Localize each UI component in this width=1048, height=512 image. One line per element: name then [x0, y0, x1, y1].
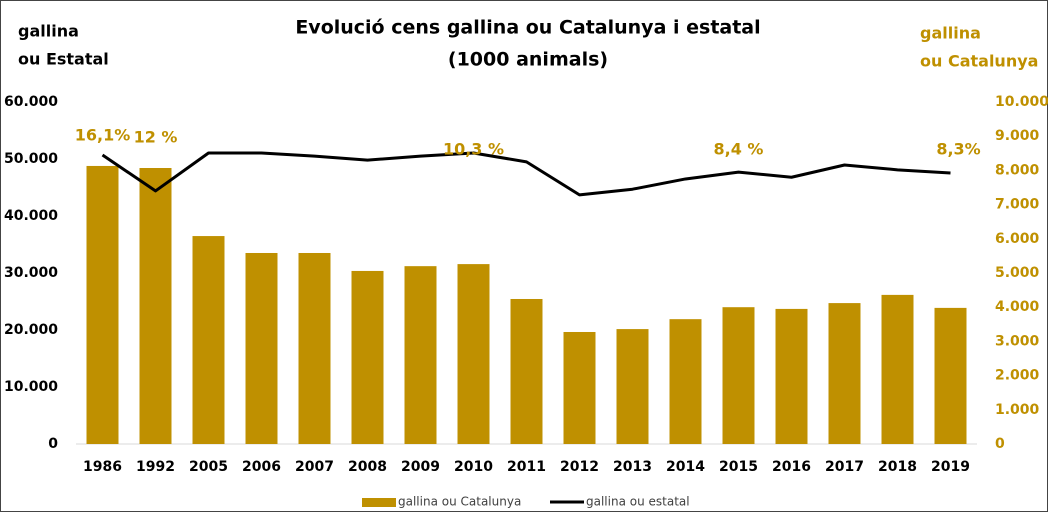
bar: [86, 165, 119, 445]
bar: [775, 308, 808, 444]
bar: [722, 307, 755, 444]
y-tick-label: 60.000: [4, 94, 58, 110]
y2-tick-label: 0: [995, 436, 1005, 452]
bar: [298, 252, 331, 444]
bar: [139, 168, 172, 445]
x-tick-label: 2005: [189, 459, 228, 475]
y-tick-label: 50.000: [4, 151, 58, 167]
bar: [669, 319, 702, 444]
x-tick-label: 2019: [931, 459, 970, 475]
y2-tick-label: 1.000: [995, 402, 1040, 418]
y2-axis-label: ou Catalunya: [920, 52, 1038, 71]
x-tick-label: 2016: [772, 459, 811, 475]
annotation: 16,1%: [75, 125, 131, 144]
y2-tick-label: 7.000: [995, 197, 1040, 213]
y2-tick-label: 2.000: [995, 368, 1040, 384]
legend-label: gallina ou estatal: [586, 495, 690, 509]
bar: [881, 294, 914, 444]
x-tick-label: 2018: [878, 459, 917, 475]
y2-tick-label: 3.000: [995, 333, 1040, 349]
x-tick-label: 2010: [454, 459, 493, 475]
bar: [245, 252, 278, 444]
x-tick-label: 2011: [507, 459, 546, 475]
legend-swatch: [362, 498, 396, 507]
bar: [934, 307, 967, 444]
bar: [563, 331, 596, 444]
annotation: 8,4 %: [714, 140, 764, 159]
y2-tick-label: 9.000: [995, 128, 1040, 144]
y-axis-label: gallina: [18, 22, 79, 41]
x-tick-label: 2017: [825, 459, 864, 475]
x-tick-label: 2012: [560, 459, 599, 475]
y-tick-label: 20.000: [4, 322, 58, 338]
x-tick-label: 1992: [136, 459, 175, 475]
chart-title: Evolució cens gallina ou Catalunya i est…: [295, 17, 760, 39]
y2-tick-label: 4.000: [995, 299, 1040, 315]
bar: [616, 329, 649, 444]
bar: [457, 264, 490, 444]
y2-axis-label: gallina: [920, 24, 981, 43]
bar: [404, 266, 437, 444]
y-tick-label: 30.000: [4, 265, 58, 281]
x-tick-label: 2007: [295, 459, 334, 475]
bar: [192, 236, 225, 444]
y-tick-label: 0: [48, 436, 58, 452]
x-tick-label: 2014: [666, 459, 705, 475]
x-tick-label: 2009: [401, 459, 440, 475]
bar: [510, 298, 543, 444]
y2-tick-label: 8.000: [995, 162, 1040, 178]
annotation: 10,3 %: [443, 140, 504, 159]
line: [101, 151, 951, 197]
y-tick-label: 40.000: [4, 208, 58, 224]
y2-tick-label: 5.000: [995, 265, 1040, 281]
x-tick-label: 2006: [242, 459, 281, 475]
y2-tick-label: 10.000: [995, 94, 1048, 110]
y-tick-label: 10.000: [4, 379, 58, 395]
bar: [351, 270, 384, 444]
y-axis-label: ou Estatal: [18, 50, 109, 69]
x-tick-label: 2013: [613, 459, 652, 475]
bar: [828, 303, 861, 444]
x-tick-label: 1986: [83, 459, 122, 475]
legend-label: gallina ou Catalunya: [398, 495, 521, 509]
x-tick-label: 2015: [719, 459, 758, 475]
chart-title: (1000 animals): [448, 49, 608, 71]
annotation: 8,3%: [936, 140, 980, 159]
y2-tick-label: 6.000: [995, 231, 1040, 247]
x-tick-label: 2008: [348, 459, 387, 475]
annotation: 12 %: [134, 128, 178, 147]
